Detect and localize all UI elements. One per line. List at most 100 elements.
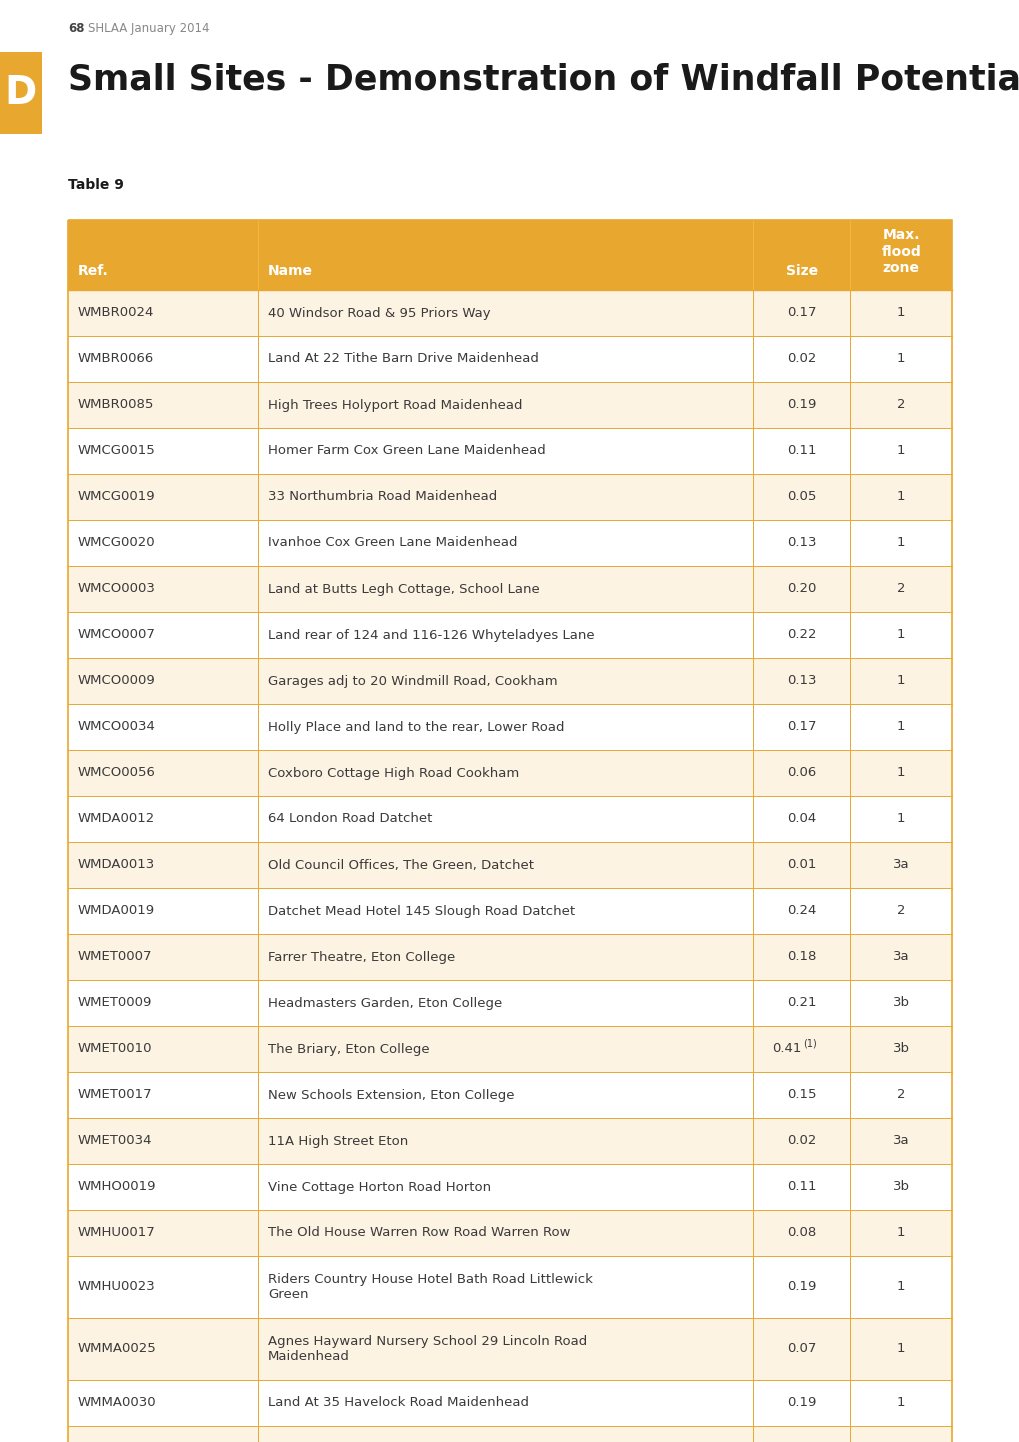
Text: 0.18: 0.18 [787, 950, 815, 963]
Text: WMCO0034: WMCO0034 [77, 721, 156, 734]
Text: 0.17: 0.17 [787, 307, 815, 320]
Text: 3a: 3a [892, 1135, 909, 1148]
Text: 3a: 3a [892, 950, 909, 963]
Bar [68, 428, 951, 474]
Text: WMHU0017: WMHU0017 [77, 1227, 156, 1240]
Text: 0.06: 0.06 [787, 767, 815, 780]
Bar [68, 1071, 951, 1118]
Text: Farrer Theatre, Eton College: Farrer Theatre, Eton College [268, 950, 454, 963]
Bar [68, 704, 951, 750]
Text: 1: 1 [896, 767, 905, 780]
Text: WMCG0019: WMCG0019 [77, 490, 156, 503]
Text: 1: 1 [896, 444, 905, 457]
Text: WMET0007: WMET0007 [77, 950, 153, 963]
Text: Land At 35 Havelock Road Maidenhead: Land At 35 Havelock Road Maidenhead [268, 1396, 529, 1409]
Bar [68, 1256, 951, 1318]
Bar [68, 1380, 951, 1426]
Text: (1): (1) [802, 1040, 815, 1048]
Text: Agnes Hayward Nursery School 29 Lincoln Road
Maidenhead: Agnes Hayward Nursery School 29 Lincoln … [268, 1334, 587, 1364]
Text: WMCG0020: WMCG0020 [77, 536, 156, 549]
Text: The Briary, Eton College: The Briary, Eton College [268, 1043, 429, 1056]
Text: WMDA0013: WMDA0013 [77, 858, 155, 871]
Text: 0.20: 0.20 [787, 583, 815, 596]
Text: Table 9: Table 9 [68, 177, 123, 192]
Text: D: D [5, 74, 37, 112]
Text: 0.19: 0.19 [787, 1396, 815, 1409]
Text: WMCO0056: WMCO0056 [77, 767, 156, 780]
Text: 1: 1 [896, 536, 905, 549]
Text: WMDA0012: WMDA0012 [77, 812, 155, 825]
Bar [68, 521, 951, 567]
Text: Holly Place and land to the rear, Lower Road: Holly Place and land to the rear, Lower … [268, 721, 564, 734]
Text: WMHU0023: WMHU0023 [77, 1280, 156, 1293]
Text: Max.
flood
zone: Max. flood zone [880, 228, 920, 275]
Text: 0.02: 0.02 [787, 1135, 815, 1148]
Text: 2: 2 [896, 583, 905, 596]
Text: WMET0034: WMET0034 [77, 1135, 153, 1148]
Bar [68, 290, 951, 336]
Text: 40 Windsor Road & 95 Priors Way: 40 Windsor Road & 95 Priors Way [268, 307, 490, 320]
Text: 0.04: 0.04 [787, 812, 815, 825]
Text: 0.19: 0.19 [787, 1280, 815, 1293]
Text: WMCO0007: WMCO0007 [77, 629, 156, 642]
Bar [68, 567, 951, 611]
Text: Land At 22 Tithe Barn Drive Maidenhead: Land At 22 Tithe Barn Drive Maidenhead [268, 352, 538, 365]
Bar [68, 934, 951, 981]
Text: Ivanhoe Cox Green Lane Maidenhead: Ivanhoe Cox Green Lane Maidenhead [268, 536, 517, 549]
Text: WMHO0019: WMHO0019 [77, 1181, 156, 1194]
Text: Name: Name [268, 264, 313, 278]
Bar [68, 382, 951, 428]
Text: 2: 2 [896, 904, 905, 917]
Text: 3a: 3a [892, 858, 909, 871]
Text: Riders Country House Hotel Bath Road Littlewick
Green: Riders Country House Hotel Bath Road Lit… [268, 1272, 592, 1302]
Text: 1: 1 [896, 1280, 905, 1293]
Text: 0.13: 0.13 [787, 675, 815, 688]
Text: 1: 1 [896, 629, 905, 642]
Text: 11A High Street Eton: 11A High Street Eton [268, 1135, 408, 1148]
Text: 1: 1 [896, 1227, 905, 1240]
Text: WMMA0025: WMMA0025 [77, 1343, 157, 1355]
Text: 0.22: 0.22 [787, 629, 815, 642]
Text: 0.21: 0.21 [787, 996, 815, 1009]
Text: High Trees Holyport Road Maidenhead: High Trees Holyport Road Maidenhead [268, 398, 522, 411]
Bar [68, 842, 951, 888]
Text: 0.11: 0.11 [787, 1181, 815, 1194]
Bar [68, 888, 951, 934]
Text: 2: 2 [896, 398, 905, 411]
Text: 1: 1 [896, 812, 905, 825]
Text: 0.11: 0.11 [787, 444, 815, 457]
Text: 0.24: 0.24 [787, 904, 815, 917]
Text: 64 London Road Datchet: 64 London Road Datchet [268, 812, 432, 825]
Text: 0.15: 0.15 [787, 1089, 815, 1102]
Text: 1: 1 [896, 352, 905, 365]
Text: The Old House Warren Row Road Warren Row: The Old House Warren Row Road Warren Row [268, 1227, 570, 1240]
Text: Small Sites - Demonstration of Windfall Potential: Small Sites - Demonstration of Windfall … [68, 62, 1019, 97]
Text: Vine Cottage Horton Road Horton: Vine Cottage Horton Road Horton [268, 1181, 491, 1194]
Text: 0.19: 0.19 [787, 398, 815, 411]
Text: Size: Size [785, 264, 817, 278]
Text: WMBR0066: WMBR0066 [77, 352, 154, 365]
Text: 0.17: 0.17 [787, 721, 815, 734]
Text: WMBR0024: WMBR0024 [77, 307, 154, 320]
Text: Headmasters Garden, Eton College: Headmasters Garden, Eton College [268, 996, 501, 1009]
Bar [68, 1210, 951, 1256]
Bar [68, 1426, 951, 1442]
Text: WMMA0030: WMMA0030 [77, 1396, 157, 1409]
Text: 0.02: 0.02 [787, 352, 815, 365]
Text: 3b: 3b [892, 1181, 909, 1194]
Text: 1: 1 [896, 721, 905, 734]
Text: 0.41: 0.41 [771, 1043, 801, 1056]
Text: 2: 2 [896, 1089, 905, 1102]
Bar [68, 1027, 951, 1071]
Text: New Schools Extension, Eton College: New Schools Extension, Eton College [268, 1089, 514, 1102]
Text: WMDA0019: WMDA0019 [77, 904, 155, 917]
Text: 1: 1 [896, 307, 905, 320]
Text: WMET0010: WMET0010 [77, 1043, 153, 1056]
Bar [68, 474, 951, 521]
Text: Ref.: Ref. [77, 264, 109, 278]
Bar [0, 52, 42, 134]
Text: 1: 1 [896, 490, 905, 503]
Text: WMET0017: WMET0017 [77, 1089, 153, 1102]
Text: 0.01: 0.01 [787, 858, 815, 871]
Text: 1: 1 [896, 1343, 905, 1355]
